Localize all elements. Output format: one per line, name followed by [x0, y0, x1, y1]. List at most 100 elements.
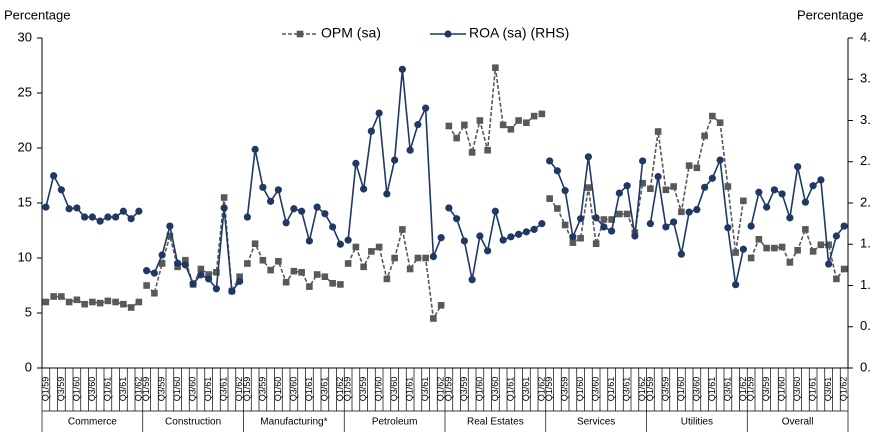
point-marker	[484, 146, 491, 154]
point-marker	[112, 298, 119, 306]
point-marker	[476, 117, 484, 124]
point-marker	[220, 194, 228, 201]
point-marker	[50, 293, 57, 300]
y2-tick-label: 3.	[860, 112, 871, 127]
x-tick-label: Q1/60	[273, 377, 283, 402]
group-label: Commerce	[68, 417, 117, 428]
point-marker	[685, 208, 693, 216]
x-tick-label: Q1/60	[474, 377, 484, 402]
x-tick-label: Q3/60	[691, 377, 701, 402]
point-marker	[65, 298, 73, 306]
y-tick-label: 0	[25, 359, 32, 374]
point-marker	[212, 285, 220, 293]
point-marker	[50, 172, 58, 180]
point-marker	[763, 203, 771, 211]
point-marker	[174, 259, 182, 267]
point-marker	[120, 300, 127, 308]
point-marker	[275, 258, 282, 265]
x-tick-label: Q1/59	[343, 377, 353, 402]
point-marker	[259, 256, 267, 264]
group-label: Utilities	[681, 417, 713, 428]
point-marker	[305, 237, 313, 245]
x-tick-label: Q1/60	[71, 377, 81, 402]
point-marker	[244, 260, 251, 267]
point-marker	[274, 186, 282, 194]
point-marker	[383, 275, 391, 283]
x-tick-label: Q1/59	[443, 377, 453, 402]
point-marker	[127, 304, 135, 311]
point-marker	[616, 210, 623, 218]
point-marker	[522, 228, 530, 236]
point-marker	[840, 222, 848, 230]
x-tick-label: Q1/62	[436, 377, 446, 402]
point-marker	[608, 227, 616, 235]
point-marker	[414, 121, 422, 129]
point-marker	[42, 298, 50, 306]
x-tick-label: Q1/61	[606, 377, 616, 402]
point-marker	[685, 162, 693, 169]
point-marker	[739, 245, 747, 253]
point-marker	[794, 163, 802, 171]
point-marker	[771, 244, 778, 252]
legend-marker	[296, 30, 304, 38]
point-marker	[662, 186, 670, 194]
point-marker	[670, 183, 677, 190]
point-marker	[833, 275, 840, 283]
point-marker	[414, 254, 422, 262]
point-marker	[391, 254, 398, 262]
point-marker	[631, 232, 639, 240]
group-label: Construction	[165, 417, 221, 428]
legend-label: ROA (sa) (RHS)	[469, 25, 569, 41]
point-marker	[755, 236, 763, 243]
x-tick-label: Q3/61	[823, 377, 833, 402]
legend-label: OPM (sa)	[321, 25, 381, 41]
x-tick-label: Q1/62	[637, 377, 647, 402]
point-marker	[553, 167, 561, 175]
point-marker	[584, 153, 592, 161]
point-marker	[437, 234, 445, 242]
x-tick-label: Q1/61	[505, 377, 515, 402]
group-label: Real Estates	[467, 417, 524, 428]
point-marker	[461, 121, 468, 129]
point-marker	[569, 233, 577, 241]
y2-tick-label: 1.	[860, 236, 871, 251]
point-marker	[73, 296, 81, 304]
point-marker	[523, 119, 530, 126]
point-marker	[460, 237, 468, 245]
point-marker	[430, 315, 437, 322]
point-marker	[282, 278, 290, 286]
point-marker	[151, 289, 158, 297]
point-marker	[538, 220, 546, 228]
group-label: Overall	[782, 417, 814, 428]
y-tick-label: 5	[25, 304, 32, 319]
x-tick-label: Q1/61	[808, 377, 818, 402]
point-marker	[701, 132, 708, 140]
point-marker	[166, 222, 174, 230]
point-marker	[468, 276, 476, 284]
point-marker	[530, 112, 538, 120]
point-marker	[57, 186, 65, 194]
y2-tick-label: 3.	[860, 71, 871, 86]
point-marker	[205, 271, 212, 278]
point-marker	[732, 281, 740, 289]
point-marker	[89, 298, 96, 306]
point-marker	[65, 205, 73, 213]
point-marker	[647, 185, 654, 192]
point-marker	[677, 250, 685, 258]
point-marker	[662, 223, 670, 231]
point-marker	[96, 217, 104, 225]
point-marker	[755, 188, 763, 196]
point-marker	[220, 204, 228, 212]
series-line	[146, 197, 241, 295]
y2-tick-label: 2.	[860, 194, 871, 209]
point-marker	[352, 159, 360, 167]
point-marker	[375, 243, 383, 251]
x-tick-label: Q1/60	[172, 377, 182, 402]
point-marker	[786, 259, 794, 266]
point-marker	[437, 302, 445, 309]
point-marker	[290, 267, 298, 275]
point-marker	[778, 243, 786, 251]
point-marker	[763, 244, 770, 252]
series-line	[246, 149, 342, 245]
